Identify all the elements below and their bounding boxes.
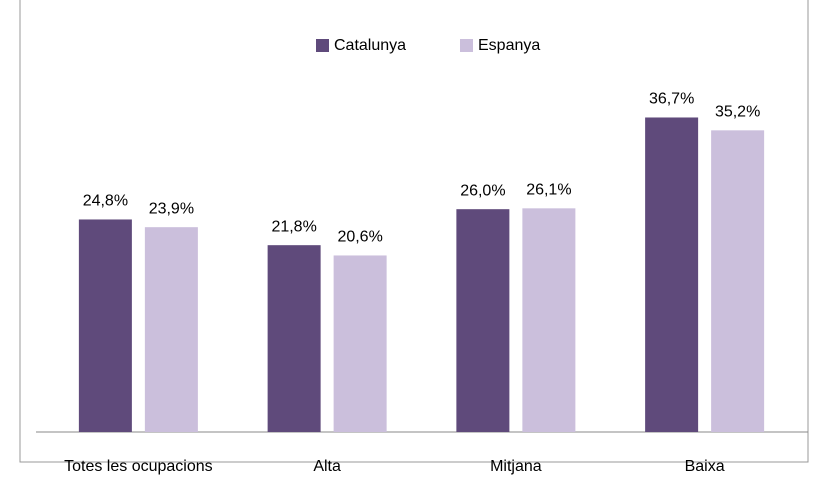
bar (144, 227, 198, 432)
bar (522, 208, 576, 432)
data-label: 35,2% (715, 104, 760, 121)
data-label: 26,1% (526, 182, 571, 199)
legend-label: Espanya (478, 37, 540, 54)
data-label: 24,8% (83, 193, 128, 210)
data-label: 20,6% (337, 229, 382, 246)
chart-frame (19, 0, 809, 463)
data-label: 26,0% (460, 182, 505, 199)
bar (456, 209, 510, 432)
x-tick-label: Baixa (685, 458, 725, 475)
bar (645, 117, 699, 432)
data-label: 36,7% (649, 91, 694, 108)
bar (711, 130, 765, 432)
data-label: 23,9% (149, 200, 194, 217)
legend-swatch (316, 39, 329, 52)
bar (267, 245, 321, 432)
bar (333, 255, 387, 432)
x-tick-label: Alta (313, 458, 341, 475)
legend-label: Catalunya (334, 37, 406, 54)
bar (78, 219, 132, 432)
legend-swatch (460, 39, 473, 52)
data-label: 21,8% (271, 218, 316, 235)
x-tick-label: Mitjana (490, 458, 542, 475)
x-tick-label: Totes les ocupacions (64, 458, 213, 475)
